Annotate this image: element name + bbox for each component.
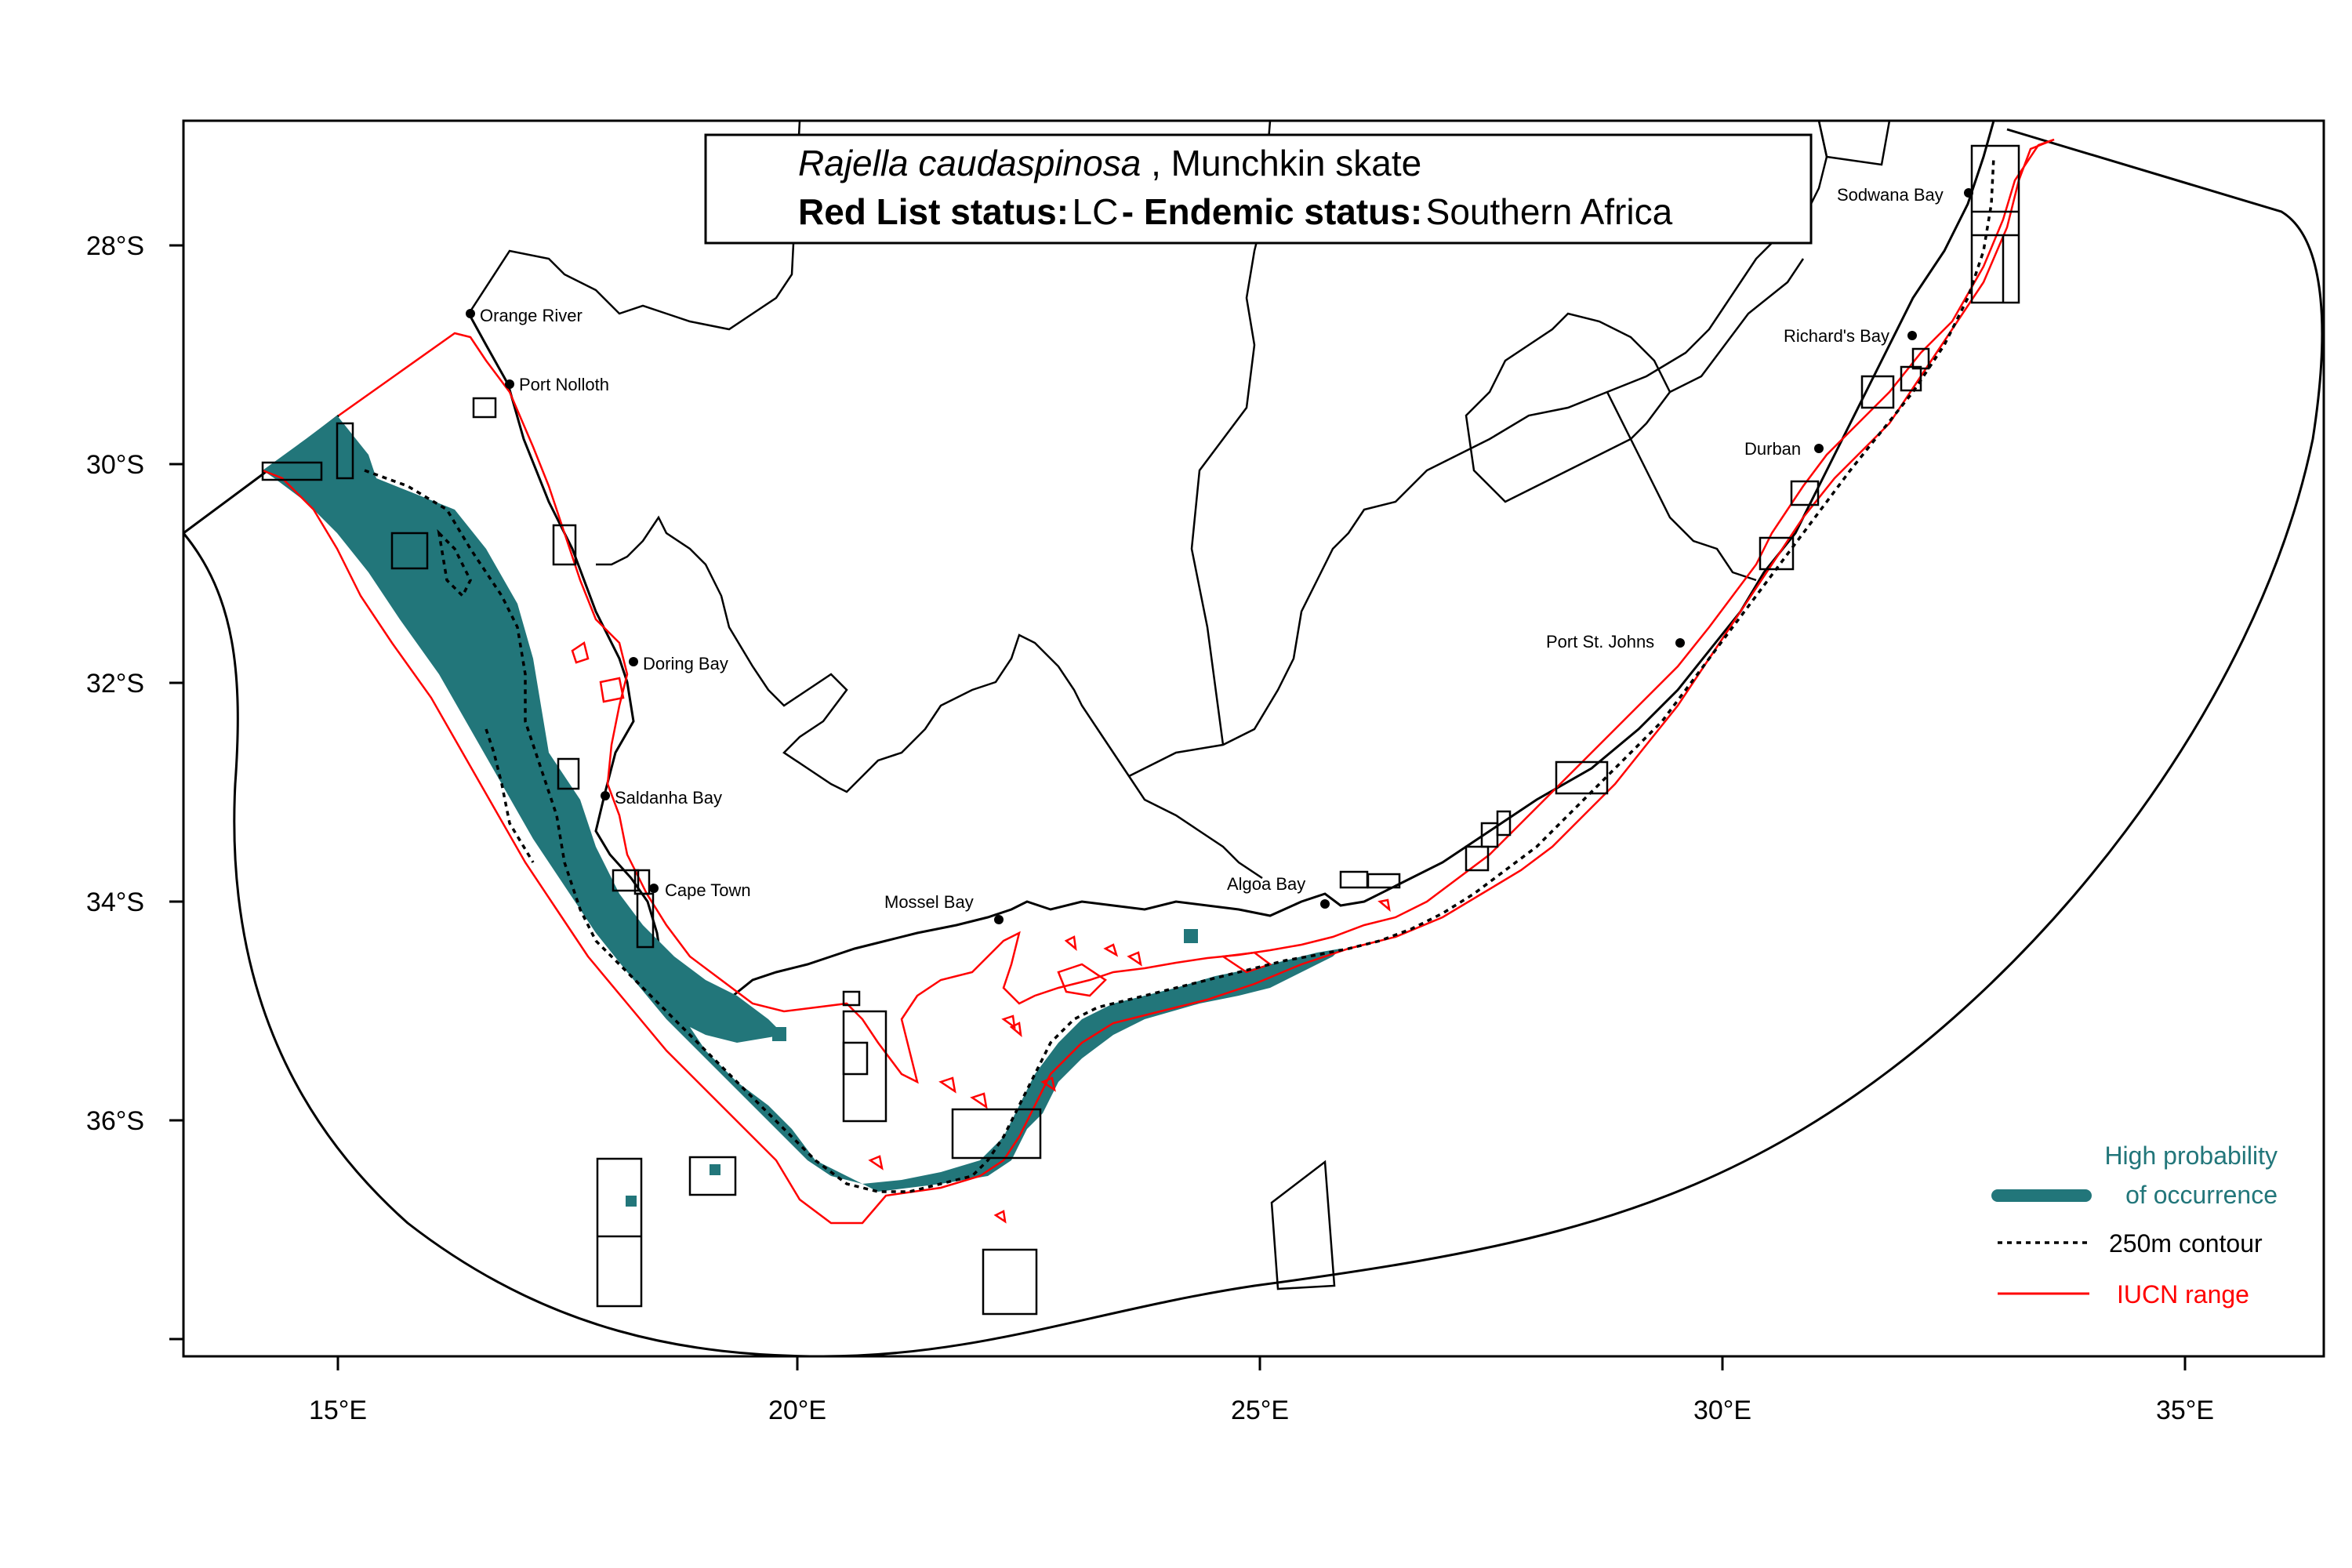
- x-tick-label: 30°E: [1693, 1396, 1751, 1425]
- title-box-frame: [704, 133, 1813, 245]
- survey-blocks: [261, 144, 2020, 1316]
- y-tick-label: 36°S: [86, 1106, 144, 1136]
- endemic-value: Southern Africa: [1426, 191, 1673, 232]
- legend-contour-label: 250m contour: [2109, 1229, 2263, 1258]
- x-tick-label: 20°E: [768, 1396, 826, 1425]
- label-sodwana-bay: Sodwana Bay: [1837, 185, 1944, 205]
- y-axis-labels: 28°S 30°S 32°S 34°S 36°S: [86, 231, 144, 1136]
- plot-frame: [182, 119, 2325, 1358]
- x-axis: [336, 1356, 2187, 1370]
- label-mossel-bay: Mossel Bay: [884, 892, 974, 912]
- label-doring-bay: Doring Bay: [643, 654, 728, 673]
- label-port-nolloth: Port Nolloth: [519, 375, 609, 394]
- contour-250m: [364, 156, 1995, 1193]
- redlist-label: Red List status:: [798, 191, 1069, 232]
- label-orange-river: Orange River: [480, 306, 583, 325]
- place-labels: Orange River Port Nolloth Doring Bay Sal…: [480, 185, 1944, 912]
- label-port-st-johns: Port St. Johns: [1546, 632, 1654, 652]
- x-tick-label: 25°E: [1231, 1396, 1289, 1425]
- y-tick-label: 34°S: [86, 887, 144, 917]
- legend-occurrence-line1: High probability: [2104, 1142, 2278, 1170]
- common-name: , Munchkin skate: [1151, 143, 1421, 183]
- iucn-range: [262, 138, 2055, 1225]
- title-line-1: Rajella caudaspinosa , Munchkin skate: [798, 143, 1421, 183]
- endemic-label: - Endemic status:: [1122, 191, 1422, 232]
- label-richards-bay: Richard's Bay: [1784, 326, 1889, 346]
- label-saldanha-bay: Saldanha Bay: [615, 788, 722, 808]
- label-algoa-bay: Algoa Bay: [1227, 874, 1305, 894]
- place-markers: [466, 188, 1973, 924]
- inland-borders: [467, 120, 1891, 880]
- x-tick-label: 35°E: [2156, 1396, 2214, 1425]
- title-line-2: Red List status: LC - Endemic status: So…: [798, 191, 1673, 232]
- label-durban: Durban: [1744, 439, 1801, 459]
- redlist-value: LC: [1073, 191, 1119, 232]
- y-tick-label: 28°S: [86, 231, 144, 261]
- label-cape-town: Cape Town: [665, 880, 751, 900]
- legend-occurrence-line2: of occurrence: [2125, 1181, 2278, 1209]
- title-box: Rajella caudaspinosa , Munchkin skate Re…: [704, 133, 1813, 245]
- legend-iucn-label: IUCN range: [2117, 1280, 2249, 1308]
- legend: High probability of occurrence 250m cont…: [1991, 1142, 2278, 1308]
- y-tick-label: 30°S: [86, 450, 144, 480]
- x-tick-label: 15°E: [309, 1396, 367, 1425]
- coastline: [467, 120, 1995, 997]
- occurrence-areas: [263, 416, 1341, 1207]
- x-axis-labels: 15°E 20°E 25°E 30°E 35°E: [309, 1396, 2214, 1425]
- y-axis: [169, 244, 183, 1341]
- y-tick-label: 32°S: [86, 669, 144, 699]
- species-name: Rajella caudaspinosa: [798, 143, 1141, 183]
